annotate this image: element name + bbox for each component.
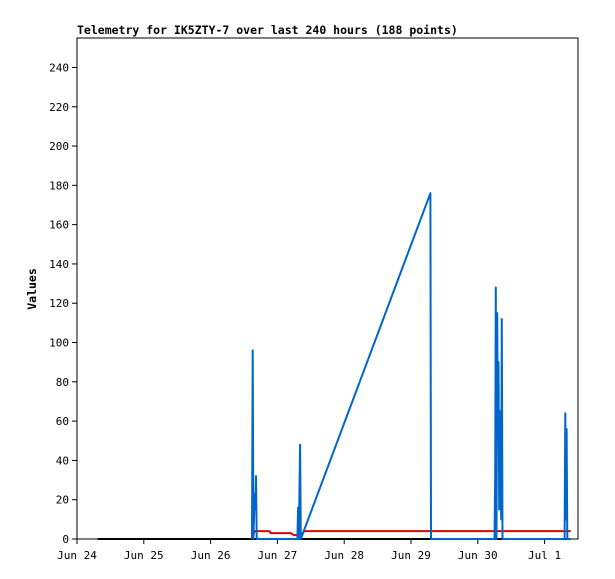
y-tick-label: 60 bbox=[56, 415, 69, 428]
y-tick-label: 200 bbox=[49, 140, 69, 153]
y-tick-label: 160 bbox=[49, 219, 69, 232]
x-tick-label: Jun 28 bbox=[324, 549, 364, 562]
y-tick-label: 80 bbox=[56, 376, 69, 389]
y-axis-label: Values bbox=[25, 268, 39, 310]
x-tick-label: Jun 30 bbox=[458, 549, 498, 562]
chart-title: Telemetry for IK5ZTY-7 over last 240 hou… bbox=[77, 23, 458, 37]
y-tick-label: 120 bbox=[49, 297, 69, 310]
y-tick-label: 0 bbox=[62, 533, 69, 546]
series-line-3 bbox=[251, 192, 571, 540]
y-tick-label: 180 bbox=[49, 179, 69, 192]
x-tick-label: Jul 1 bbox=[528, 549, 561, 562]
plot-area: 0 20 40 60 80 100 120 140 160 180 200 220 240 Jun 24 J… bbox=[49, 37, 579, 562]
y-tick-label: 20 bbox=[56, 494, 69, 507]
x-tick-label: Jun 27 bbox=[258, 549, 298, 562]
x-tick-label: Jun 25 bbox=[124, 549, 164, 562]
y-tick-label: 240 bbox=[49, 61, 69, 74]
x-tick-label: Jun 24 bbox=[57, 549, 97, 562]
y-tick-label: 220 bbox=[49, 101, 69, 114]
x-tick-label: Jun 29 bbox=[391, 549, 431, 562]
series-line-2 bbox=[251, 530, 571, 540]
y-tick-label: 140 bbox=[49, 258, 69, 271]
x-tick-label: Jun 26 bbox=[191, 549, 231, 562]
y-tick-label: 100 bbox=[49, 337, 69, 350]
y-tick-label: 40 bbox=[56, 454, 69, 467]
